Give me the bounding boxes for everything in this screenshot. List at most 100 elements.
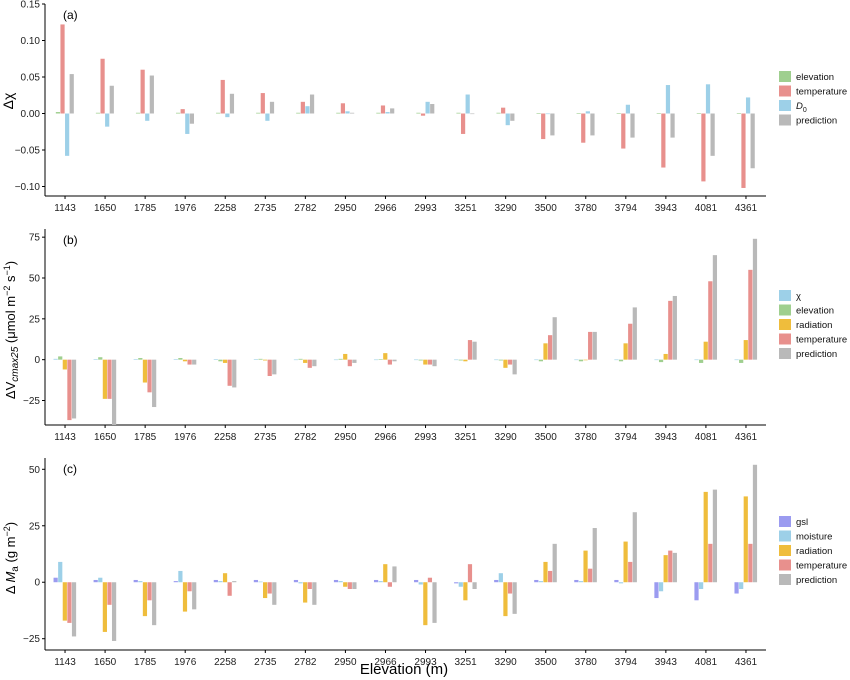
bar-d0-2735 <box>265 113 270 121</box>
y-tick-label: 75 <box>29 233 41 244</box>
x-tick-label: 1976 <box>174 657 197 668</box>
bar-d0-3251 <box>465 94 470 114</box>
bar-prediction-2258 <box>232 359 237 388</box>
bar-moisture-3290 <box>498 573 503 583</box>
bar-radiation-2782 <box>303 582 308 603</box>
bar-elevation-3500 <box>536 113 541 114</box>
bar-elevation-2966 <box>376 112 381 114</box>
bar-d0-3780 <box>585 111 590 114</box>
bar-prediction-1650 <box>109 85 114 114</box>
bar-moisture-2950 <box>338 581 343 583</box>
bar-prediction-4081 <box>712 489 718 583</box>
bar-prediction-3290 <box>512 359 517 375</box>
bar-temperature-1976 <box>187 359 192 365</box>
legend-swatch <box>779 348 791 359</box>
x-tick-label: 4361 <box>735 203 758 214</box>
bar--2993 <box>414 359 419 361</box>
bar-elevation-1650 <box>95 112 101 114</box>
legend-label: gsl <box>796 517 808 528</box>
bar-prediction-3500 <box>552 317 557 360</box>
bar-gsl-3290 <box>494 579 499 583</box>
bar-temperature-3251 <box>460 113 466 134</box>
bar--1785 <box>133 359 138 360</box>
x-tick-label: 1976 <box>174 432 197 443</box>
x-tick-label: 2950 <box>334 657 357 668</box>
x-tick-label: 2782 <box>294 657 317 668</box>
y-tick-label: 0 <box>34 578 40 589</box>
bar-prediction-3251 <box>470 113 475 115</box>
x-tick-label: 3943 <box>655 432 678 443</box>
bar-elevation-2966 <box>378 359 383 360</box>
bar-prediction-3794 <box>632 307 637 360</box>
bar-elevation-2993 <box>416 112 421 114</box>
bar-moisture-2993 <box>418 582 423 585</box>
x-tick-label: 2258 <box>214 203 237 214</box>
bar-prediction-1976 <box>192 582 197 610</box>
bar-elevation-1785 <box>135 112 141 114</box>
bar-d0-1785 <box>145 113 150 121</box>
bar-elevation-1785 <box>138 358 143 360</box>
bar-prediction-2950 <box>350 112 355 114</box>
bar-elevation-3794 <box>618 359 624 362</box>
bar-gsl-2258 <box>213 579 218 583</box>
bar-radiation-3943 <box>663 555 668 583</box>
legend-label: temperature <box>796 87 847 98</box>
bar-radiation-1650 <box>102 359 107 399</box>
bar-d0-4081 <box>705 84 711 114</box>
bar-temperature-3943 <box>668 300 673 360</box>
bar--3943 <box>654 359 659 361</box>
bar-temperature-2735 <box>267 359 272 376</box>
bar-d0-2782 <box>305 106 310 114</box>
bar-gsl-2993 <box>414 579 419 583</box>
bar-radiation-4081 <box>703 341 708 360</box>
bar-d0-2950 <box>345 111 350 114</box>
x-tick-label: 2966 <box>374 657 397 668</box>
bar-elevation-3290 <box>496 112 501 114</box>
bar-temperature-3290 <box>501 107 506 114</box>
bar-radiation-2782 <box>303 359 308 363</box>
bar-prediction-2993 <box>430 104 435 114</box>
bar-radiation-3794 <box>623 343 628 360</box>
bar-elevation-4361 <box>739 359 744 363</box>
bar--2258 <box>213 359 218 360</box>
bar-gsl-4081 <box>694 582 699 601</box>
bar-prediction-2258 <box>229 93 235 114</box>
bar-d0-1650 <box>105 113 110 127</box>
panel-c: Δ Ma (g m−2) −25 0 25 50 1143 1650 1785 1976 225… <box>2 458 847 668</box>
bar-prediction-2735 <box>272 582 277 605</box>
bar-radiation-3251 <box>463 582 468 601</box>
bar-prediction-2735 <box>269 101 275 114</box>
bar-elevation-1976 <box>178 358 183 360</box>
bar-elevation-3251 <box>456 112 461 114</box>
bar-temperature-2966 <box>387 359 392 365</box>
bar-prediction-2950 <box>352 359 357 363</box>
bar-temperature-3794 <box>628 561 633 583</box>
x-tick-label: 1143 <box>54 203 76 214</box>
bar-temperature-2782 <box>307 359 312 368</box>
x-tick-label: 2993 <box>414 203 437 214</box>
x-tick-label: 2782 <box>294 432 317 443</box>
bar-prediction-1976 <box>192 359 197 365</box>
bar--3780 <box>574 359 579 361</box>
x-tick-label: 2993 <box>414 432 437 443</box>
x-tick-label: 4081 <box>695 203 718 214</box>
bar-temperature-1976 <box>187 582 192 592</box>
bar-elevation-3290 <box>498 359 503 361</box>
x-tick-label: 2782 <box>294 203 317 214</box>
bar-prediction-3943 <box>672 552 677 583</box>
bar-temperature-1785 <box>147 359 152 393</box>
bar-temperature-2258 <box>227 582 232 596</box>
bar-temperature-4361 <box>748 269 753 360</box>
panel-label-a: (a) <box>63 8 78 22</box>
legend-swatch <box>779 530 791 542</box>
bar-gsl-3500 <box>534 579 539 583</box>
bar-moisture-4081 <box>699 582 704 590</box>
x-tick-label: 1650 <box>94 203 117 214</box>
bar-temperature-3794 <box>621 113 626 149</box>
y-tick-label: 0 <box>34 355 40 366</box>
bar-elevation-3780 <box>576 113 581 114</box>
bar-moisture-3500 <box>538 581 543 583</box>
bar-prediction-4361 <box>752 238 758 360</box>
bar-prediction-3251 <box>472 341 477 360</box>
